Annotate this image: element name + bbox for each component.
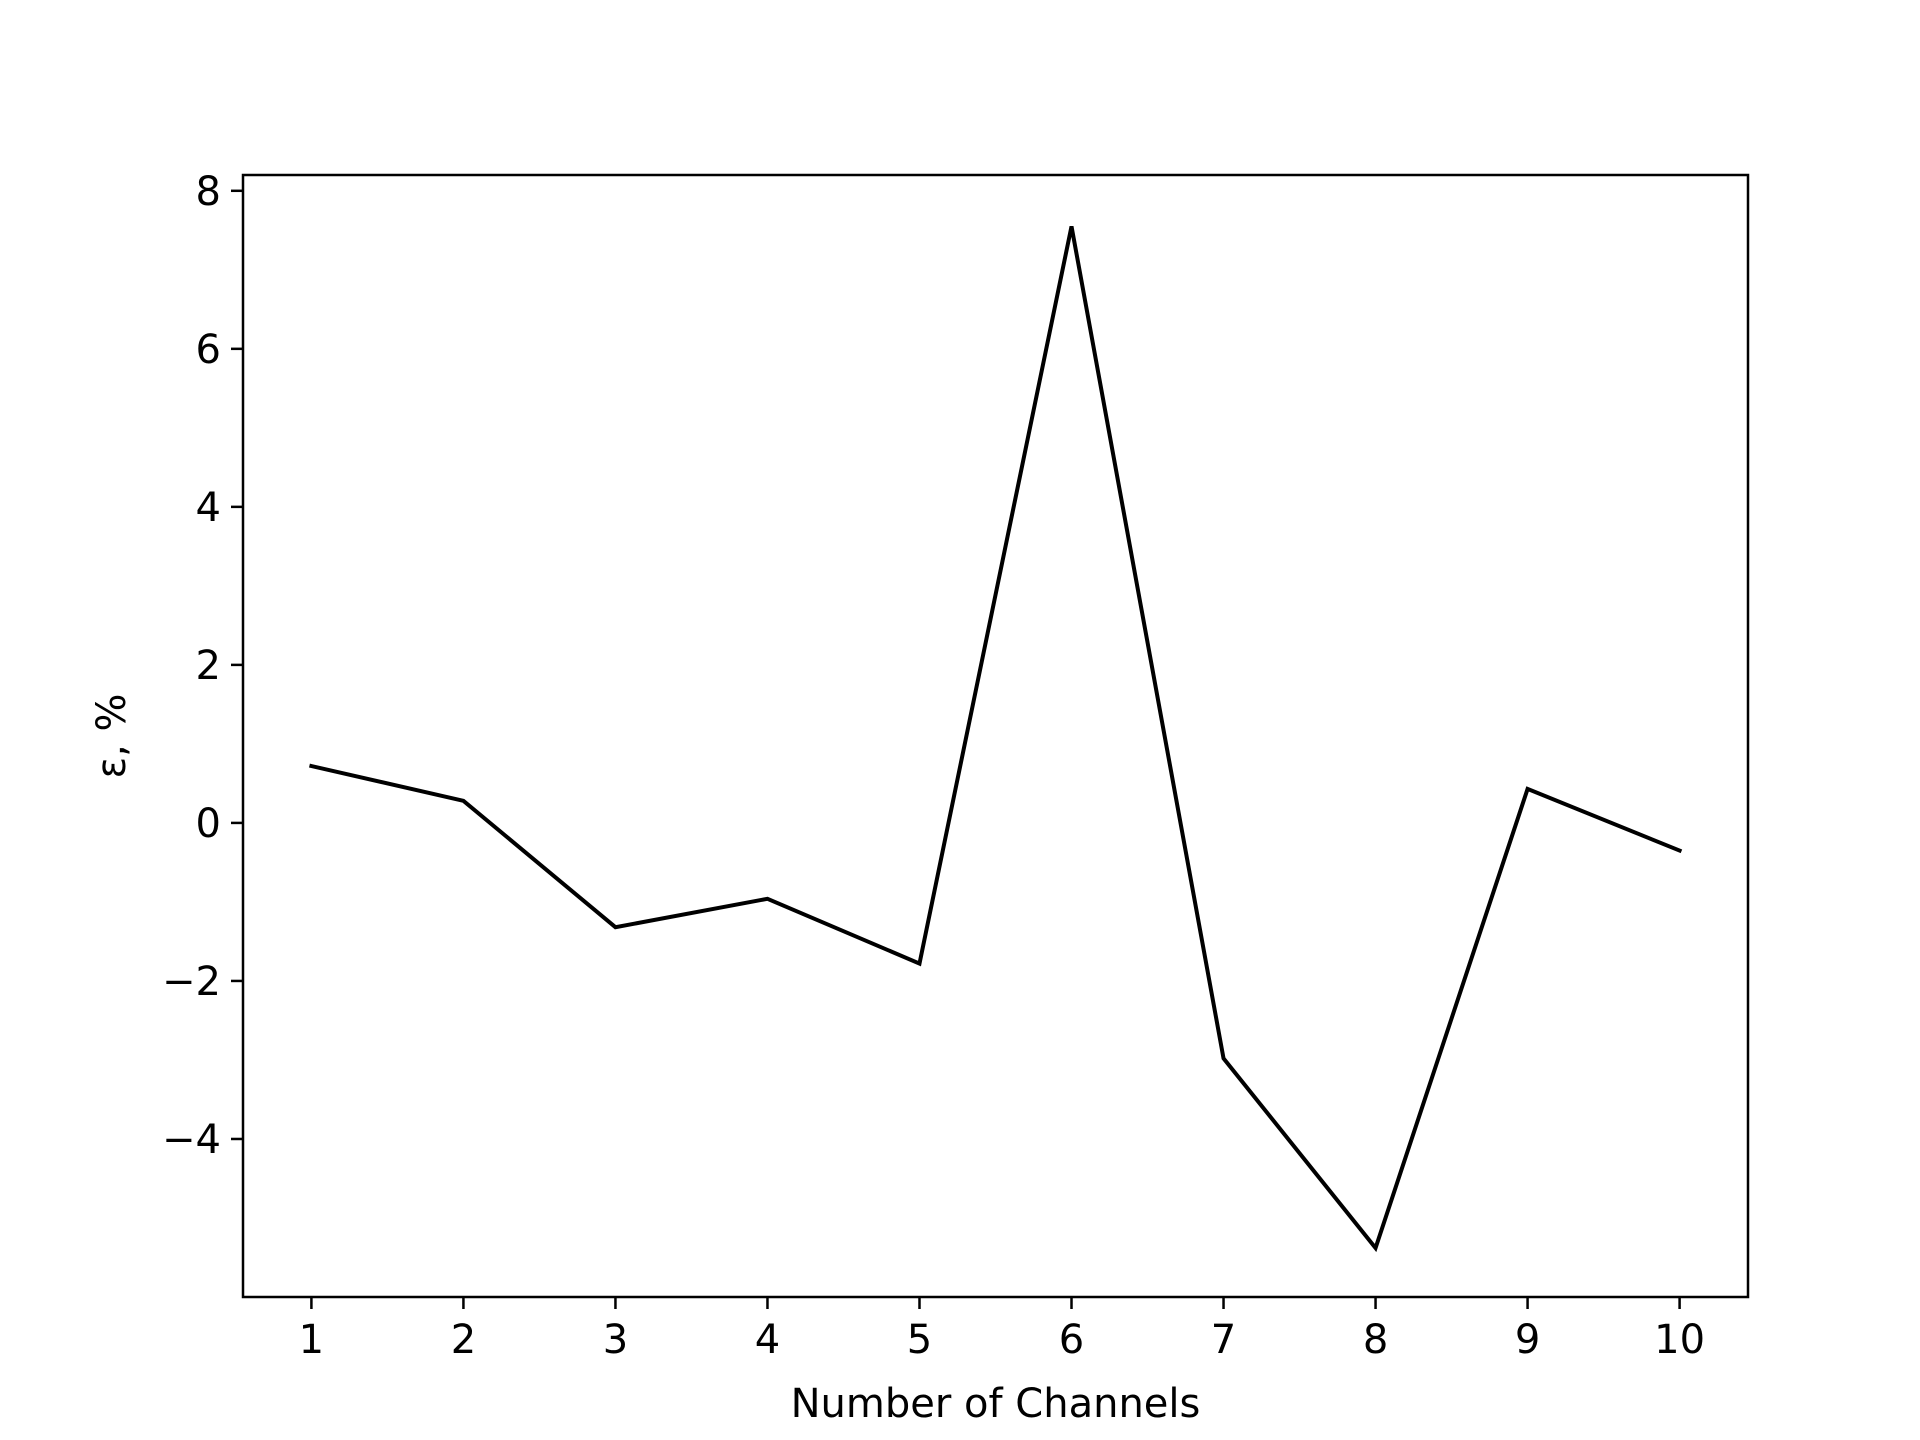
x-tick-label: 3 xyxy=(603,1317,628,1363)
y-tick-label: 2 xyxy=(196,643,221,689)
y-tick-label: 6 xyxy=(196,327,221,373)
series-layer xyxy=(309,225,1683,1253)
x-tick-label: 4 xyxy=(755,1317,780,1363)
x-axis-title: Number of Channels xyxy=(791,1381,1201,1427)
x-tick-label: 6 xyxy=(1059,1317,1084,1363)
x-tick-label: 8 xyxy=(1363,1317,1388,1363)
x-tick-label: 1 xyxy=(299,1317,324,1363)
y-tick-label: −4 xyxy=(162,1117,221,1163)
x-tick-label: 10 xyxy=(1654,1317,1705,1363)
y-tick-label: −2 xyxy=(162,959,221,1005)
y-axis-title: ε, % xyxy=(89,693,135,778)
y-tick-label: 8 xyxy=(196,169,221,215)
x-axis: 1 2 3 4 5 6 7 8 9 10 xyxy=(299,1297,1705,1363)
x-tick-label: 2 xyxy=(451,1317,476,1363)
y-axis: −4 −2 0 2 4 6 8 xyxy=(162,169,243,1163)
x-tick-label: 5 xyxy=(907,1317,932,1363)
y-tick-label: 0 xyxy=(196,801,221,847)
series-line xyxy=(309,225,1683,1253)
y-tick-label: 4 xyxy=(196,485,221,531)
x-tick-label: 7 xyxy=(1211,1317,1236,1363)
plot-frame xyxy=(241,173,1750,1299)
x-tick-label: 9 xyxy=(1515,1317,1540,1363)
